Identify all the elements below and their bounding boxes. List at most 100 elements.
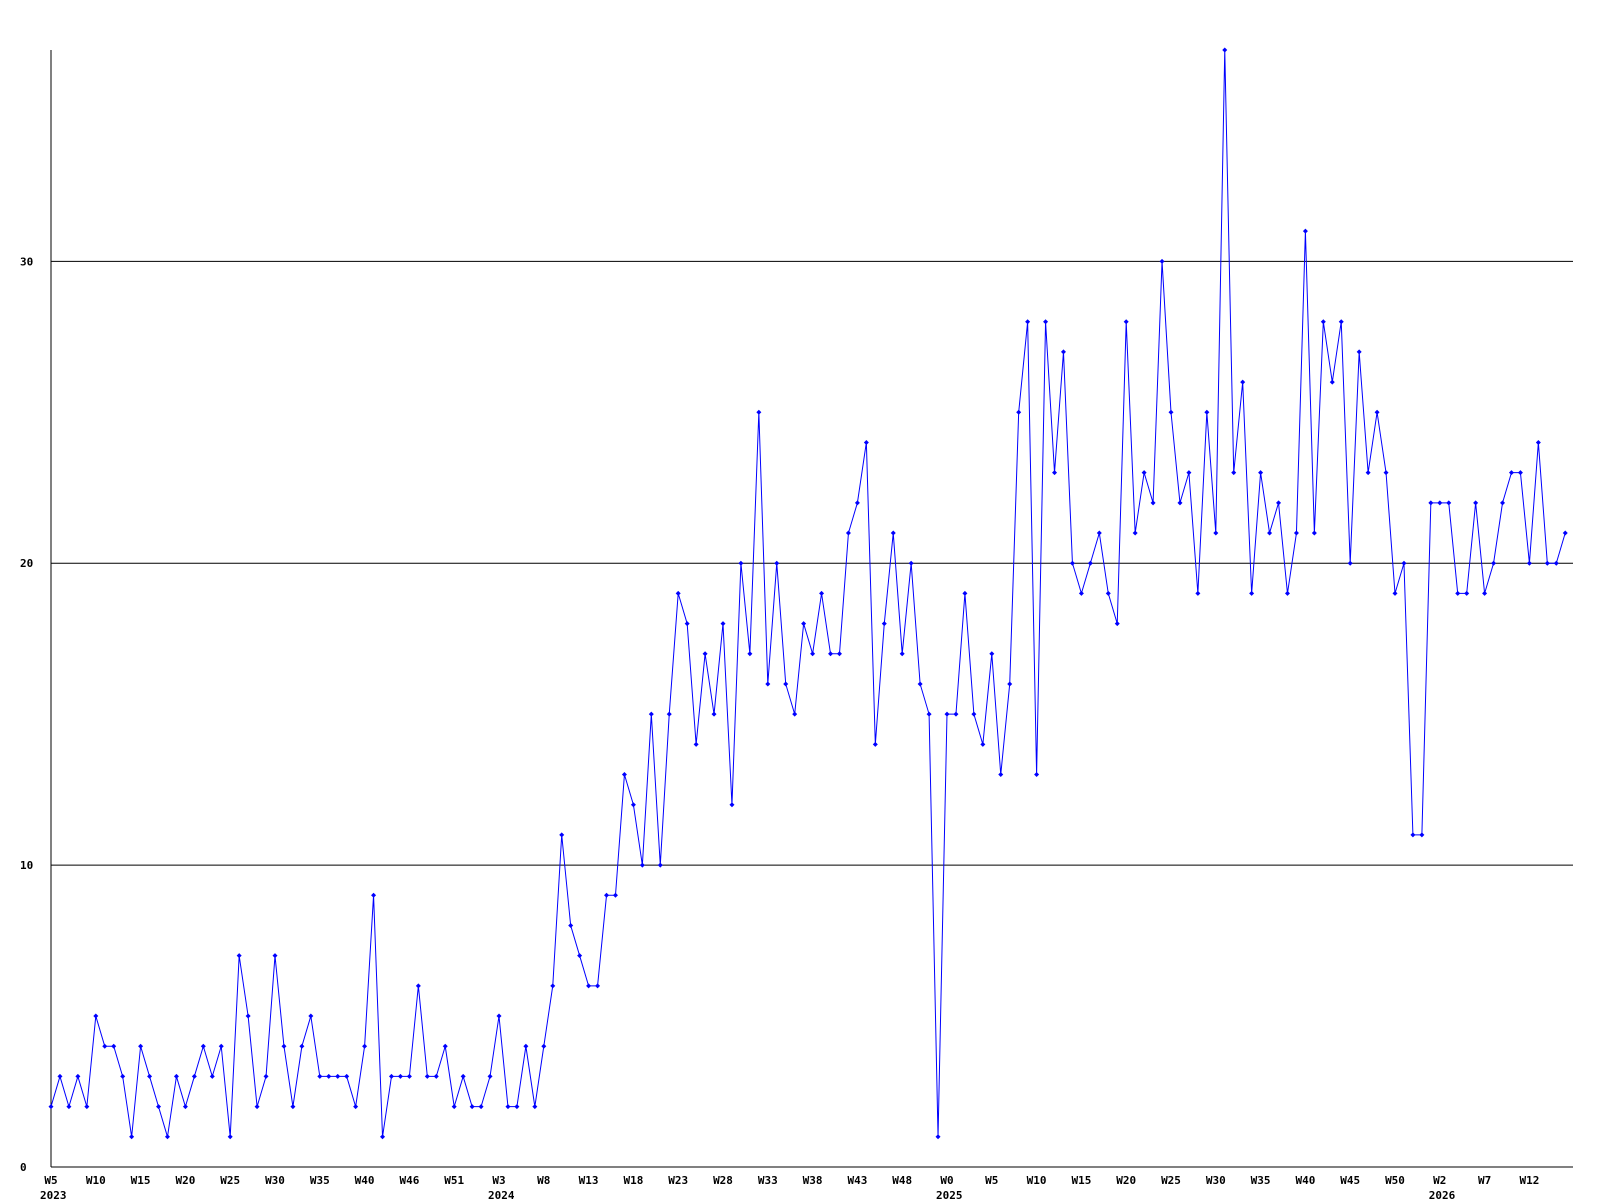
data-point: [236, 953, 242, 959]
x-tick-label: W25: [220, 1174, 240, 1187]
data-point: [577, 953, 583, 959]
y-tick-label: 10: [20, 859, 33, 872]
data-point: [1544, 560, 1550, 566]
x-tick-label: W35: [310, 1174, 330, 1187]
data-point: [756, 409, 762, 415]
data-point: [57, 1073, 63, 1079]
data-point: [442, 1043, 448, 1049]
data-point: [1392, 590, 1398, 596]
data-point: [774, 560, 780, 566]
data-point: [1401, 560, 1407, 566]
data-point: [1060, 349, 1066, 355]
data-point: [881, 621, 887, 627]
data-point: [335, 1073, 341, 1079]
data-point: [648, 711, 654, 717]
data-point: [1168, 409, 1174, 415]
x-tick-label: W18: [623, 1174, 643, 1187]
data-point: [1320, 319, 1326, 325]
y-tick-label: 0: [20, 1161, 27, 1174]
data-point: [1177, 500, 1183, 506]
x-tick-label: W48: [892, 1174, 912, 1187]
data-point: [66, 1104, 72, 1110]
data-point: [819, 590, 825, 596]
x-tick-label: W45: [1340, 1174, 1360, 1187]
data-point: [1231, 470, 1237, 476]
data-point: [1186, 470, 1192, 476]
data-point: [1069, 560, 1075, 566]
data-point: [550, 983, 556, 989]
data-point: [675, 590, 681, 596]
data-point: [1428, 500, 1434, 506]
x-tick-label: W38: [803, 1174, 823, 1187]
data-point: [872, 741, 878, 747]
data-point: [326, 1073, 332, 1079]
data-point: [917, 681, 923, 687]
x-tick-label: W10: [86, 1174, 106, 1187]
data-point: [1249, 590, 1255, 596]
data-point: [1204, 409, 1210, 415]
data-point: [371, 892, 377, 898]
data-point: [397, 1073, 403, 1079]
data-point: [460, 1073, 466, 1079]
data-point: [1508, 470, 1514, 476]
data-point: [1240, 379, 1246, 385]
data-point: [218, 1043, 224, 1049]
data-point: [908, 560, 914, 566]
data-point: [182, 1104, 188, 1110]
data-point: [102, 1043, 108, 1049]
data-point: [1222, 47, 1228, 53]
data-point: [129, 1134, 135, 1140]
data-point: [1096, 530, 1102, 536]
data-point: [926, 711, 932, 717]
x-group-label: 2023: [40, 1189, 67, 1200]
data-point: [1383, 470, 1389, 476]
x-tick-label: W13: [579, 1174, 599, 1187]
data-point: [541, 1043, 547, 1049]
data-point: [586, 983, 592, 989]
data-point: [1016, 409, 1022, 415]
data-point: [621, 772, 627, 778]
data-point: [469, 1104, 475, 1110]
data-point: [711, 711, 717, 717]
data-point: [353, 1104, 359, 1110]
data-point: [1374, 409, 1380, 415]
data-point: [1410, 832, 1416, 838]
data-point: [388, 1073, 394, 1079]
data-point: [630, 802, 636, 808]
x-tick-label: W10: [1027, 1174, 1047, 1187]
data-point: [1141, 470, 1147, 476]
data-point: [559, 832, 565, 838]
data-point: [1105, 590, 1111, 596]
x-group-label: 2024: [488, 1189, 515, 1200]
data-point: [765, 681, 771, 687]
data-point: [317, 1073, 323, 1079]
data-point: [639, 862, 645, 868]
data-point: [415, 983, 421, 989]
x-tick-label: W5: [44, 1174, 57, 1187]
data-point: [1034, 772, 1040, 778]
data-point: [845, 530, 851, 536]
data-point: [1195, 590, 1201, 596]
data-point: [362, 1043, 368, 1049]
x-group-label: 2026: [1429, 1189, 1456, 1200]
data-point: [227, 1134, 233, 1140]
data-point: [1258, 470, 1264, 476]
x-tick-label: W20: [175, 1174, 195, 1187]
data-point: [84, 1104, 90, 1110]
x-tick-label: W23: [668, 1174, 688, 1187]
data-point: [451, 1104, 457, 1110]
data-point: [738, 560, 744, 566]
data-point: [478, 1104, 484, 1110]
data-point: [173, 1073, 179, 1079]
data-point: [48, 1104, 54, 1110]
data-point: [962, 590, 968, 596]
data-point: [747, 651, 753, 657]
data-point: [1276, 500, 1282, 506]
data-point: [595, 983, 601, 989]
data-point: [209, 1073, 215, 1079]
data-point: [1293, 530, 1299, 536]
x-tick-label: W3: [492, 1174, 505, 1187]
data-point: [1535, 439, 1541, 445]
data-point: [1482, 590, 1488, 596]
